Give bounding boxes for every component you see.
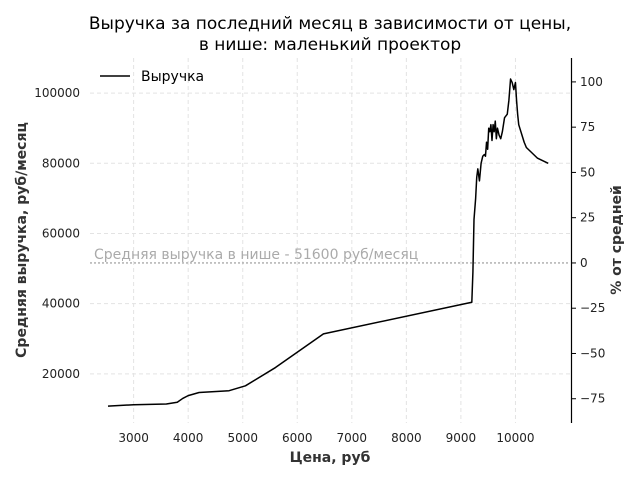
y-tick-label: 40000 (42, 297, 80, 311)
y2-tick-label: 25 (580, 211, 595, 225)
x-tick-label: 5000 (227, 431, 258, 445)
y-tick-label: 80000 (42, 156, 80, 170)
chart-title-line-2: в нише: маленький проектор (199, 35, 461, 55)
x-tick-label: 3000 (118, 431, 149, 445)
grid (90, 58, 570, 423)
axes (570, 58, 576, 423)
x-tick-label: 9000 (446, 431, 477, 445)
series-group (107, 78, 549, 407)
reference-line-group: Средняя выручка в нише - 51600 руб/месяц (90, 247, 570, 264)
y2-tick-label: 100 (580, 75, 603, 89)
tick-labels: 3000 4000 5000 6000 7000 8000 9000 10000 20000 40… (34, 75, 605, 445)
series-line-revenue (107, 78, 549, 407)
x-tick-label: 6000 (282, 431, 313, 445)
y-tick-label: 100000 (34, 86, 80, 100)
x-tick-label: 8000 (391, 431, 422, 445)
x-tick-label: 7000 (337, 431, 368, 445)
y2-tick-label: 50 (580, 165, 595, 179)
y2-tick-label: 0 (580, 256, 588, 270)
y2-axis-label: % от средней (609, 185, 625, 295)
y2-tick-label: 75 (580, 120, 595, 134)
y-tick-label: 60000 (42, 226, 80, 240)
y2-tick-label: −25 (580, 301, 605, 315)
chart-title-line-1: Выручка за последний месяц в зависимости… (89, 14, 571, 34)
legend: Выручка (100, 69, 204, 85)
y2-tick-label: −75 (580, 392, 605, 406)
average-reference-label: Средняя выручка в нише - 51600 руб/месяц (94, 247, 418, 263)
y2-tick-label: −50 (580, 346, 605, 360)
x-tick-label: 10000 (496, 431, 534, 445)
x-tick-label: 4000 (173, 431, 204, 445)
y-tick-label: 20000 (42, 367, 80, 381)
x-axis-label: Цена, руб (290, 450, 371, 466)
legend-label-revenue: Выручка (141, 69, 204, 85)
y-axis-label: Средняя выручка, руб/месяц (14, 122, 30, 358)
